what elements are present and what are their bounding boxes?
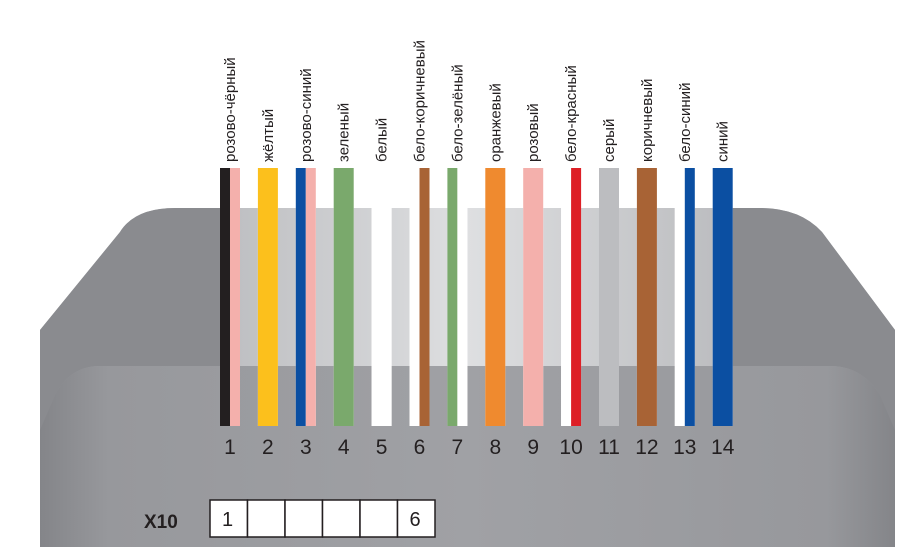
wire-stripe — [230, 168, 240, 426]
wire-label: коричневый — [639, 79, 656, 162]
wire-stripe — [371, 168, 392, 426]
wire-number: 11 — [598, 436, 620, 459]
wire-stripe — [599, 168, 619, 426]
wire-stripe — [447, 168, 458, 426]
wire-number: 13 — [673, 436, 696, 459]
wire-number: 6 — [414, 436, 426, 459]
wire-stripe — [295, 168, 306, 426]
wire-7: бело-зелёный 7 — [447, 64, 468, 459]
wire-14: синий 14 — [711, 121, 735, 459]
wire-number: 3 — [300, 436, 312, 459]
wire-3: розово-синий 3 — [295, 68, 316, 459]
wire-label: жёлтый — [260, 109, 277, 162]
wire-label: розово-чёрный — [222, 57, 239, 162]
connector-title: X10 — [144, 512, 178, 533]
wire-label: бело-коричневый — [412, 40, 429, 162]
wire-number: 9 — [527, 436, 539, 459]
wire-label: серый — [601, 119, 618, 162]
connector-cell — [359, 499, 399, 538]
wire-6: бело-коричневый 6 — [409, 40, 430, 459]
wire-number: 5 — [376, 436, 388, 459]
wire-number: 10 — [559, 436, 582, 459]
connector-cell-box — [321, 499, 361, 538]
wire-1: розово-чёрный 1 — [220, 57, 240, 459]
wire-label: розово-синий — [298, 68, 315, 162]
wires: розово-чёрный 1 жёлтый 2 розово-синий 3 зелены… — [220, 40, 735, 459]
wire-label: бело-синий — [677, 83, 694, 162]
wire-4: зеленый 4 — [333, 103, 354, 459]
connector-cell: 1 — [209, 499, 249, 538]
connector-cell-label: 1 — [222, 509, 233, 531]
connector-cell-box — [284, 499, 324, 538]
wire-12: коричневый 12 — [635, 79, 658, 459]
wire-label: бело-красный — [563, 65, 580, 162]
wire-number: 1 — [224, 436, 236, 459]
connector-cell — [321, 499, 361, 538]
wire-number: 7 — [452, 436, 464, 459]
wire-8: оранжевый 8 — [485, 83, 506, 459]
wire-label: розовый — [525, 103, 542, 162]
wire-number: 14 — [711, 436, 735, 459]
wire-stripe — [571, 168, 582, 426]
wire-stripe — [333, 168, 354, 426]
wire-stripe — [419, 168, 430, 426]
connector-cell — [246, 499, 286, 538]
wire-5: белый 5 — [371, 118, 392, 459]
connector-cell-box — [396, 499, 436, 538]
wire-13: бело-синий 13 — [673, 83, 696, 459]
wire-stripe — [561, 168, 572, 426]
wire-label: оранжевый — [487, 83, 504, 162]
wire-stripe — [674, 168, 685, 426]
wire-label: синий — [715, 121, 732, 162]
wire-11: серый 11 — [598, 119, 620, 459]
device-body-left-side — [40, 208, 230, 430]
wire-stripe — [305, 168, 316, 426]
device-body-right-side — [730, 208, 895, 430]
wire-stripe — [485, 168, 506, 426]
wire-stripe — [457, 168, 468, 426]
connector-cell-box — [359, 499, 399, 538]
wire-number: 12 — [635, 436, 658, 459]
wire-2: жёлтый 2 — [257, 109, 278, 459]
wire-stripe — [523, 168, 544, 426]
connector-cell-box — [246, 499, 286, 538]
wire-stripe — [409, 168, 420, 426]
wire-label: бело-зелёный — [449, 64, 466, 162]
connector-cell: 6 — [396, 499, 436, 538]
wire-stripe — [684, 168, 695, 426]
wire-stripe — [636, 168, 657, 426]
wire-label: белый — [374, 118, 391, 162]
wire-9: розовый 9 — [523, 103, 544, 459]
wire-number: 4 — [338, 436, 350, 459]
wire-number: 2 — [262, 436, 274, 459]
wire-label: зеленый — [336, 103, 353, 162]
wire-stripe — [257, 168, 278, 426]
connector-cell-box — [209, 499, 249, 538]
wire-stripe — [220, 168, 230, 426]
wire-number: 8 — [489, 436, 501, 459]
connector-cell-label: 6 — [410, 509, 421, 531]
wire-stripe — [712, 168, 733, 426]
connector-cell — [284, 499, 324, 538]
wire-10: бело-красный 10 — [559, 65, 582, 459]
